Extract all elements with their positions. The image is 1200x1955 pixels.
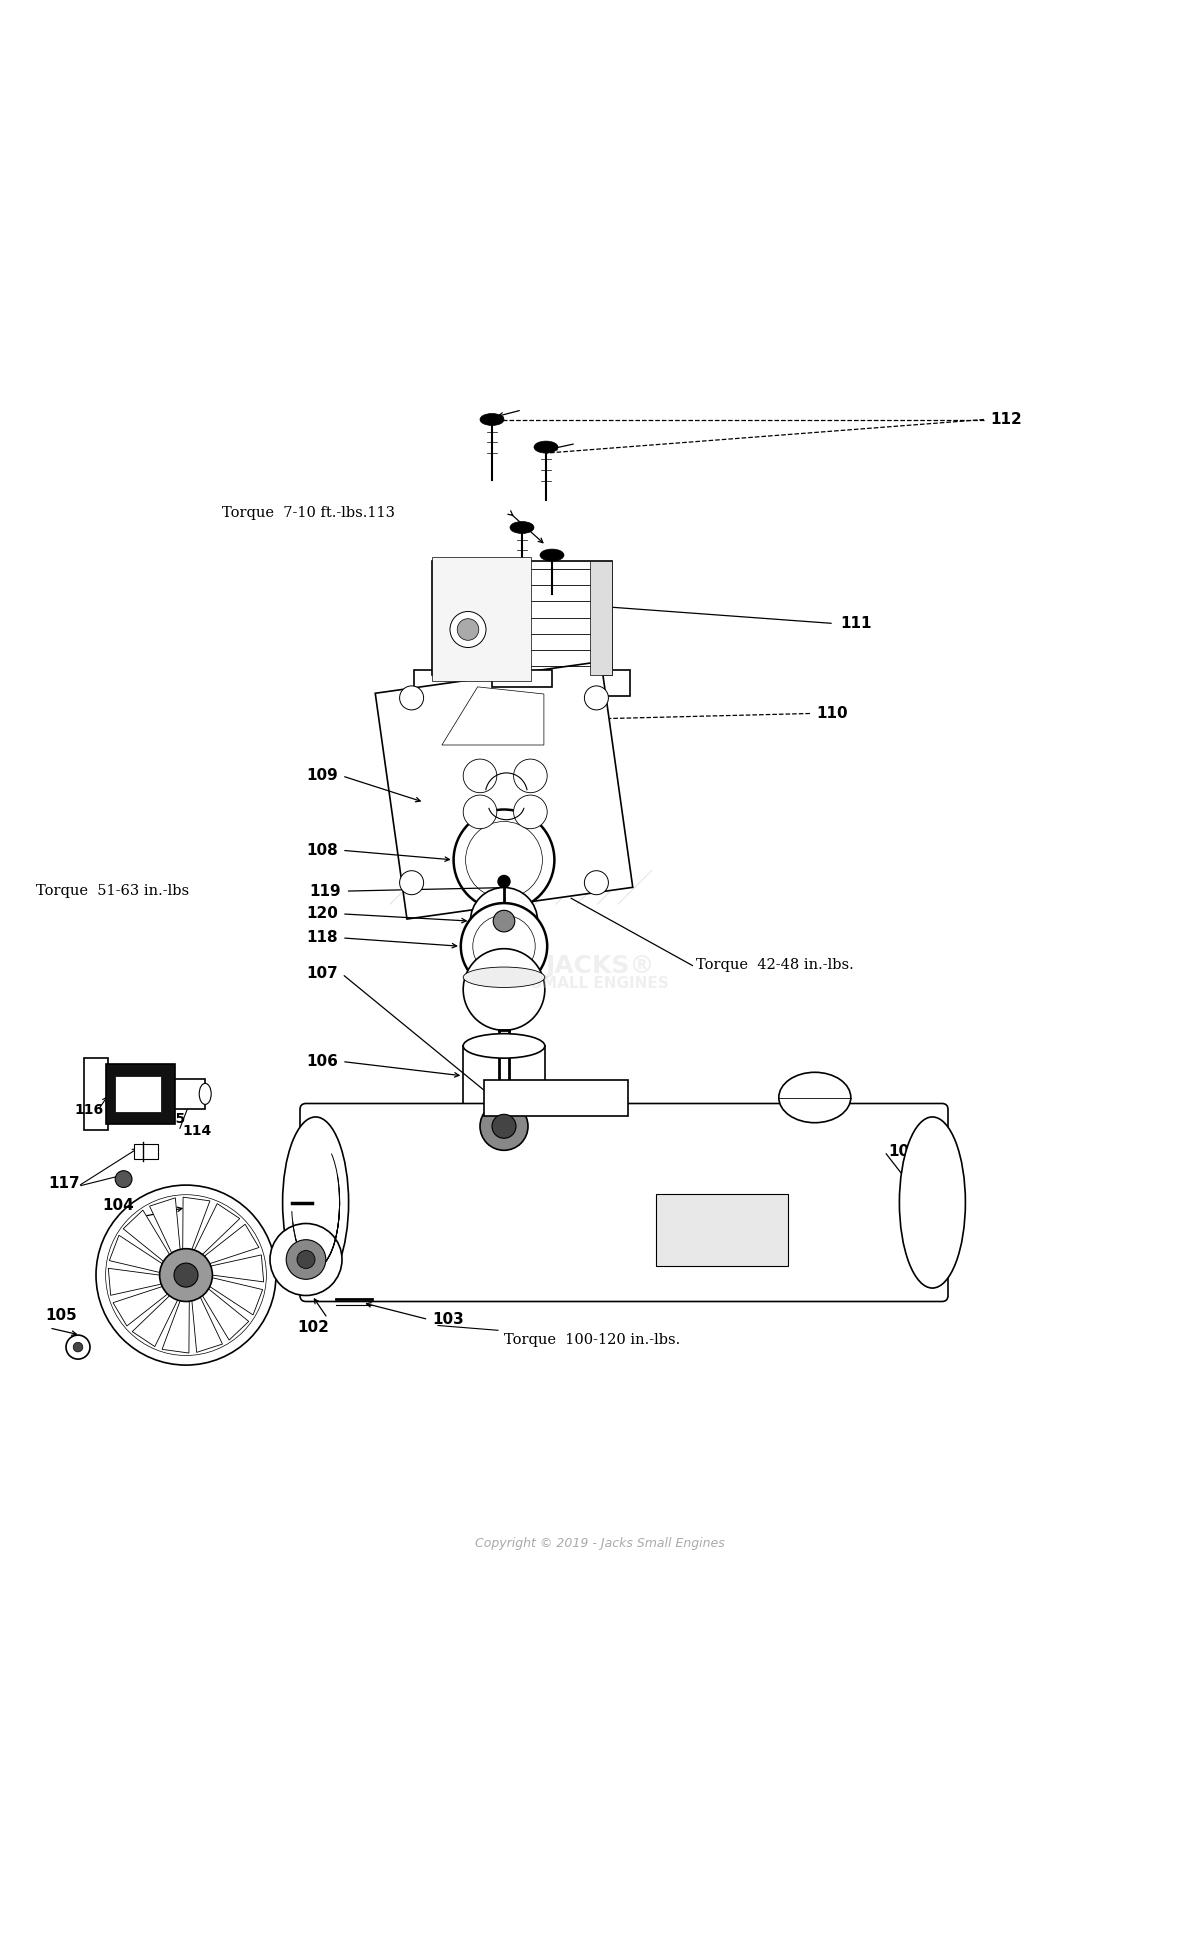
Text: Torque  7-10 ft.-lbs.113: Torque 7-10 ft.-lbs.113 — [222, 506, 395, 520]
Bar — [414, 671, 630, 696]
Circle shape — [400, 870, 424, 895]
Bar — [134, 1144, 158, 1159]
Bar — [655, 1193, 787, 1265]
Bar — [432, 557, 530, 680]
Circle shape — [584, 870, 608, 895]
Text: SMALL ENGINES: SMALL ENGINES — [532, 976, 668, 991]
Circle shape — [466, 821, 542, 897]
Circle shape — [174, 1263, 198, 1286]
Circle shape — [73, 1343, 83, 1353]
Polygon shape — [182, 1196, 210, 1249]
Text: 114: 114 — [182, 1124, 211, 1138]
Polygon shape — [442, 686, 544, 745]
Text: 119: 119 — [310, 884, 341, 899]
Text: 104: 104 — [102, 1198, 133, 1212]
Polygon shape — [210, 1279, 263, 1316]
Text: 101: 101 — [888, 1144, 919, 1159]
Circle shape — [450, 612, 486, 647]
Bar — [432, 561, 612, 674]
Ellipse shape — [900, 1116, 965, 1288]
Circle shape — [492, 1114, 516, 1138]
Text: 110: 110 — [816, 706, 847, 721]
Circle shape — [400, 686, 424, 710]
Polygon shape — [204, 1224, 259, 1263]
Text: 106: 106 — [306, 1054, 338, 1069]
Bar — [175, 1079, 205, 1108]
Text: 109: 109 — [306, 768, 337, 784]
Bar — [484, 1079, 628, 1116]
Text: Torque  51-63 in.-lbs: Torque 51-63 in.-lbs — [36, 884, 190, 897]
Circle shape — [66, 1335, 90, 1359]
Ellipse shape — [283, 1116, 349, 1288]
Text: 105: 105 — [46, 1308, 77, 1324]
Text: 107: 107 — [306, 966, 337, 981]
Circle shape — [463, 759, 497, 792]
Polygon shape — [203, 1288, 248, 1339]
Circle shape — [514, 759, 547, 792]
Ellipse shape — [463, 1034, 545, 1058]
Bar — [590, 561, 612, 674]
Circle shape — [493, 911, 515, 933]
Bar — [492, 671, 552, 686]
Ellipse shape — [199, 1083, 211, 1105]
Text: Torque  42-48 in.-lbs.: Torque 42-48 in.-lbs. — [696, 958, 853, 972]
Text: Torque  100-120 in.-lbs.: Torque 100-120 in.-lbs. — [504, 1333, 680, 1347]
Bar — [106, 1064, 175, 1124]
Circle shape — [463, 796, 497, 829]
Polygon shape — [150, 1198, 180, 1253]
Circle shape — [96, 1185, 276, 1365]
Text: 108: 108 — [306, 843, 337, 858]
Circle shape — [498, 876, 510, 888]
Circle shape — [473, 915, 535, 978]
Text: Copyright © 2019 - Jacks Small Engines: Copyright © 2019 - Jacks Small Engines — [475, 1537, 725, 1550]
Ellipse shape — [540, 549, 564, 561]
Circle shape — [287, 1239, 326, 1279]
Circle shape — [298, 1251, 314, 1269]
Polygon shape — [192, 1298, 222, 1353]
Text: JACKS®: JACKS® — [545, 954, 655, 978]
Text: 115: 115 — [156, 1112, 185, 1126]
Circle shape — [463, 948, 545, 1030]
Polygon shape — [194, 1204, 240, 1255]
Ellipse shape — [463, 1107, 545, 1130]
Bar — [115, 1075, 161, 1112]
Circle shape — [106, 1195, 266, 1355]
Circle shape — [514, 796, 547, 829]
Circle shape — [470, 888, 538, 954]
Ellipse shape — [779, 1071, 851, 1122]
Polygon shape — [132, 1296, 178, 1347]
Polygon shape — [108, 1269, 161, 1296]
Text: 103: 103 — [432, 1312, 463, 1327]
Text: 102: 102 — [298, 1320, 330, 1335]
Ellipse shape — [534, 442, 558, 454]
Circle shape — [457, 618, 479, 641]
Polygon shape — [376, 661, 632, 919]
Bar — [84, 1058, 108, 1130]
Ellipse shape — [463, 968, 545, 987]
Polygon shape — [162, 1300, 190, 1353]
Circle shape — [584, 686, 608, 710]
Circle shape — [115, 1171, 132, 1187]
Text: 117: 117 — [48, 1177, 79, 1191]
Circle shape — [270, 1224, 342, 1296]
Text: 112: 112 — [990, 413, 1021, 426]
Text: 118: 118 — [306, 931, 337, 946]
FancyBboxPatch shape — [300, 1103, 948, 1302]
Polygon shape — [432, 680, 552, 749]
Ellipse shape — [510, 522, 534, 534]
Circle shape — [480, 1103, 528, 1150]
Polygon shape — [124, 1210, 169, 1261]
Text: 116: 116 — [74, 1103, 103, 1116]
Text: 120: 120 — [306, 907, 338, 921]
Circle shape — [461, 903, 547, 989]
Ellipse shape — [480, 414, 504, 426]
Polygon shape — [113, 1286, 168, 1325]
Text: 111: 111 — [840, 616, 871, 631]
Polygon shape — [109, 1236, 162, 1273]
Circle shape — [160, 1249, 212, 1302]
Polygon shape — [211, 1255, 264, 1282]
Circle shape — [454, 809, 554, 911]
